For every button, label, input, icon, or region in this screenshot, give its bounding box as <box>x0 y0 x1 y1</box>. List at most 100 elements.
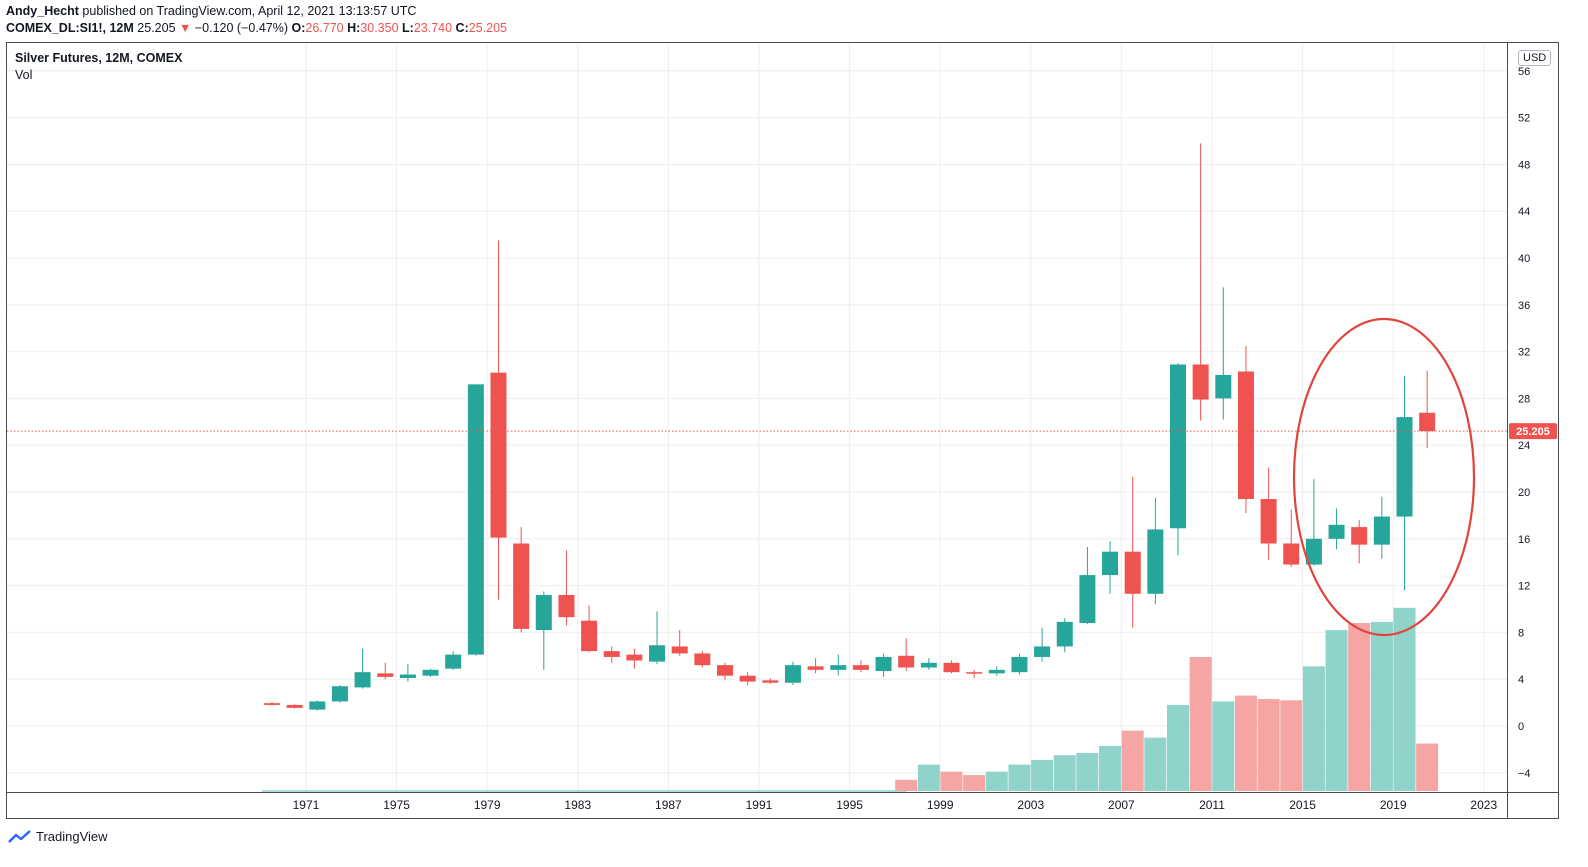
candle-body[interactable] <box>558 594 575 618</box>
candle-body[interactable] <box>1373 516 1390 545</box>
candle-body[interactable] <box>1215 375 1232 399</box>
candle-body[interactable] <box>920 662 937 668</box>
volume-legend[interactable]: Vol <box>15 68 33 82</box>
candle-body[interactable] <box>490 372 507 538</box>
volume-bar[interactable] <box>1416 743 1439 791</box>
candle-body[interactable] <box>309 701 326 710</box>
volume-bar[interactable] <box>1370 621 1393 791</box>
candle-body[interactable] <box>581 620 598 652</box>
candle-body[interactable] <box>739 675 756 682</box>
candle-body[interactable] <box>875 656 892 672</box>
candle-body[interactable] <box>807 666 824 670</box>
volume-bar[interactable] <box>1031 759 1054 791</box>
x-tick-label: 1987 <box>655 798 682 812</box>
volume-bar[interactable] <box>1121 730 1144 791</box>
volume-bar[interactable] <box>1302 666 1325 791</box>
candle-body[interactable] <box>1328 524 1345 539</box>
close-label: C: <box>455 21 469 35</box>
candle-body[interactable] <box>354 672 371 688</box>
x-tick-label: 1983 <box>564 798 591 812</box>
candle-body[interactable] <box>331 686 348 702</box>
candle-body[interactable] <box>1011 656 1028 673</box>
candle-body[interactable] <box>943 662 960 673</box>
low-value: 23.740 <box>413 21 453 35</box>
volume-bar[interactable] <box>1167 704 1189 791</box>
candle-body[interactable] <box>649 645 666 662</box>
volume-bar[interactable] <box>1393 607 1416 791</box>
y-tick-label: 56 <box>1518 66 1530 78</box>
candle-body[interactable] <box>852 665 869 670</box>
candle-body[interactable] <box>603 651 620 657</box>
candle-body[interactable] <box>626 654 643 661</box>
candle-body[interactable] <box>377 673 394 677</box>
candle-body[interactable] <box>1034 646 1051 657</box>
volume-bar[interactable] <box>1212 701 1235 791</box>
x-tick-label: 1975 <box>383 798 410 812</box>
last-price-value: 25.205 <box>137 21 176 35</box>
candle-body[interactable] <box>1079 575 1096 624</box>
volume-bar[interactable] <box>1257 699 1280 791</box>
candle-body[interactable] <box>286 704 303 708</box>
volume-bar[interactable] <box>1234 695 1257 791</box>
volume-bar[interactable] <box>1144 737 1167 791</box>
candle-body[interactable] <box>1237 371 1254 500</box>
candle-body[interactable] <box>1260 499 1277 544</box>
candle-body[interactable] <box>988 669 1005 674</box>
volume-bar[interactable] <box>1076 752 1099 791</box>
candle-body[interactable] <box>966 672 983 674</box>
footer-brand-label: TradingView <box>36 829 108 844</box>
candle-body[interactable] <box>513 543 530 629</box>
tradingview-logo-icon <box>8 829 31 843</box>
candle-body[interactable] <box>694 653 711 666</box>
volume-bar[interactable] <box>1099 745 1122 791</box>
y-tick-label: 20 <box>1518 487 1530 499</box>
candle-body[interactable] <box>1147 529 1164 594</box>
x-tick-label: 1999 <box>927 798 954 812</box>
candle-body[interactable] <box>445 654 462 669</box>
symbol-label[interactable]: COMEX_DL:SI1!, 12M <box>6 21 134 35</box>
volume-bar[interactable] <box>1280 700 1303 791</box>
volume-bar[interactable] <box>1053 755 1076 791</box>
candle-body[interactable] <box>830 665 847 670</box>
candle-body[interactable] <box>1102 551 1119 576</box>
author-link[interactable]: Andy_Hecht <box>6 4 79 18</box>
candle-body[interactable] <box>717 665 733 676</box>
volume-bar[interactable] <box>917 764 940 791</box>
candle-body[interactable] <box>898 655 915 668</box>
candle-body[interactable] <box>671 646 688 654</box>
volume-bar[interactable] <box>1348 623 1371 791</box>
candle-body[interactable] <box>535 594 552 631</box>
candle-body[interactable] <box>1170 364 1186 529</box>
currency-button[interactable]: USD <box>1518 50 1552 66</box>
candle-body[interactable] <box>399 674 416 679</box>
candle-body[interactable] <box>762 680 779 683</box>
x-tick-label: 1979 <box>474 798 501 812</box>
candle-body[interactable] <box>1283 543 1300 565</box>
candle-body[interactable] <box>1351 527 1368 545</box>
volume-bar[interactable] <box>985 771 1008 791</box>
volume-bar[interactable] <box>1008 764 1031 791</box>
volume-bar[interactable] <box>940 771 963 791</box>
candle-body[interactable] <box>1056 621 1073 647</box>
volume-bar[interactable] <box>963 775 986 791</box>
highlight-circle-annotation[interactable] <box>1292 317 1476 637</box>
volume-bar[interactable] <box>1325 630 1348 791</box>
candle-body[interactable] <box>1396 417 1413 517</box>
footer-brand[interactable]: TradingView <box>8 829 108 844</box>
y-tick-label: 12 <box>1518 581 1530 593</box>
volume-bar[interactable] <box>1189 656 1212 791</box>
candle-body[interactable] <box>1305 538 1322 565</box>
candle-body[interactable] <box>1419 412 1436 432</box>
candle-body[interactable] <box>422 669 439 676</box>
candle-body[interactable] <box>264 703 280 705</box>
x-tick-label: 2019 <box>1380 798 1407 812</box>
high-label: H: <box>347 21 361 35</box>
candle-body[interactable] <box>784 665 801 683</box>
last-price-label: 25.205 <box>1516 426 1550 438</box>
candle-body[interactable] <box>1124 551 1141 594</box>
candle-body[interactable] <box>467 384 484 655</box>
volume-bar[interactable] <box>895 779 918 791</box>
series-legend[interactable]: Silver Futures, 12M, COMEX <box>15 51 183 65</box>
candle-body[interactable] <box>1192 364 1209 400</box>
